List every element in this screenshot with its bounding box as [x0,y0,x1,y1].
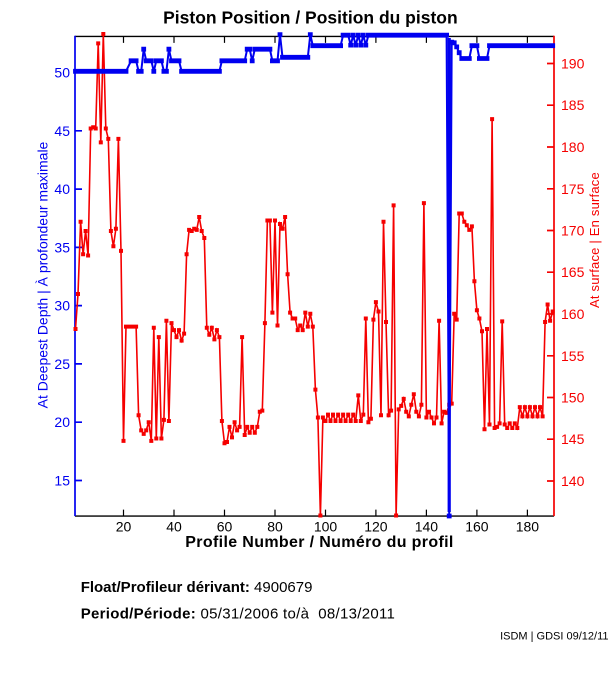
svg-text:15: 15 [54,473,70,489]
svg-text:40: 40 [166,519,182,535]
svg-text:155: 155 [561,348,585,364]
svg-text:80: 80 [267,519,283,535]
svg-text:20: 20 [54,414,70,430]
svg-text:175: 175 [561,181,585,197]
svg-text:Float/Profileur dérivant: 4900: Float/Profileur dérivant: 4900679 [81,579,313,596]
svg-text:20: 20 [116,519,132,535]
svg-text:30: 30 [54,298,70,314]
svg-text:180: 180 [561,139,585,155]
svg-text:140: 140 [561,473,585,489]
svg-text:25: 25 [54,356,70,372]
svg-text:Profile Number / Numéro du pro: Profile Number / Numéro du profil [185,534,453,551]
svg-text:ISDM | GDSI 09/12/11: ISDM | GDSI 09/12/11 [500,631,608,643]
svg-text:100: 100 [314,519,338,535]
svg-text:160: 160 [561,306,585,322]
svg-text:35: 35 [54,239,70,255]
svg-text:Piston Position / Position du: Piston Position / Position du piston [163,8,458,28]
svg-text:170: 170 [561,223,585,239]
svg-text:190: 190 [561,56,585,72]
svg-text:45: 45 [54,123,70,139]
svg-text:Period/Période: 05/31/2006 to/: Period/Période: 05/31/2006 to/à 08/13/20… [81,606,395,623]
svg-text:60: 60 [217,519,233,535]
svg-text:165: 165 [561,264,585,280]
svg-text:50: 50 [54,65,70,81]
svg-text:180: 180 [516,519,540,535]
svg-text:At surface | En surface: At surface | En surface [587,172,602,308]
svg-text:150: 150 [561,390,585,406]
svg-text:145: 145 [561,431,585,447]
svg-text:185: 185 [561,97,585,113]
svg-text:At Deepest Depth | À profondeu: At Deepest Depth | À profondeur maximale [35,141,51,408]
svg-text:120: 120 [364,519,388,535]
svg-text:140: 140 [415,519,439,535]
svg-text:40: 40 [54,181,70,197]
svg-text:160: 160 [465,519,489,535]
